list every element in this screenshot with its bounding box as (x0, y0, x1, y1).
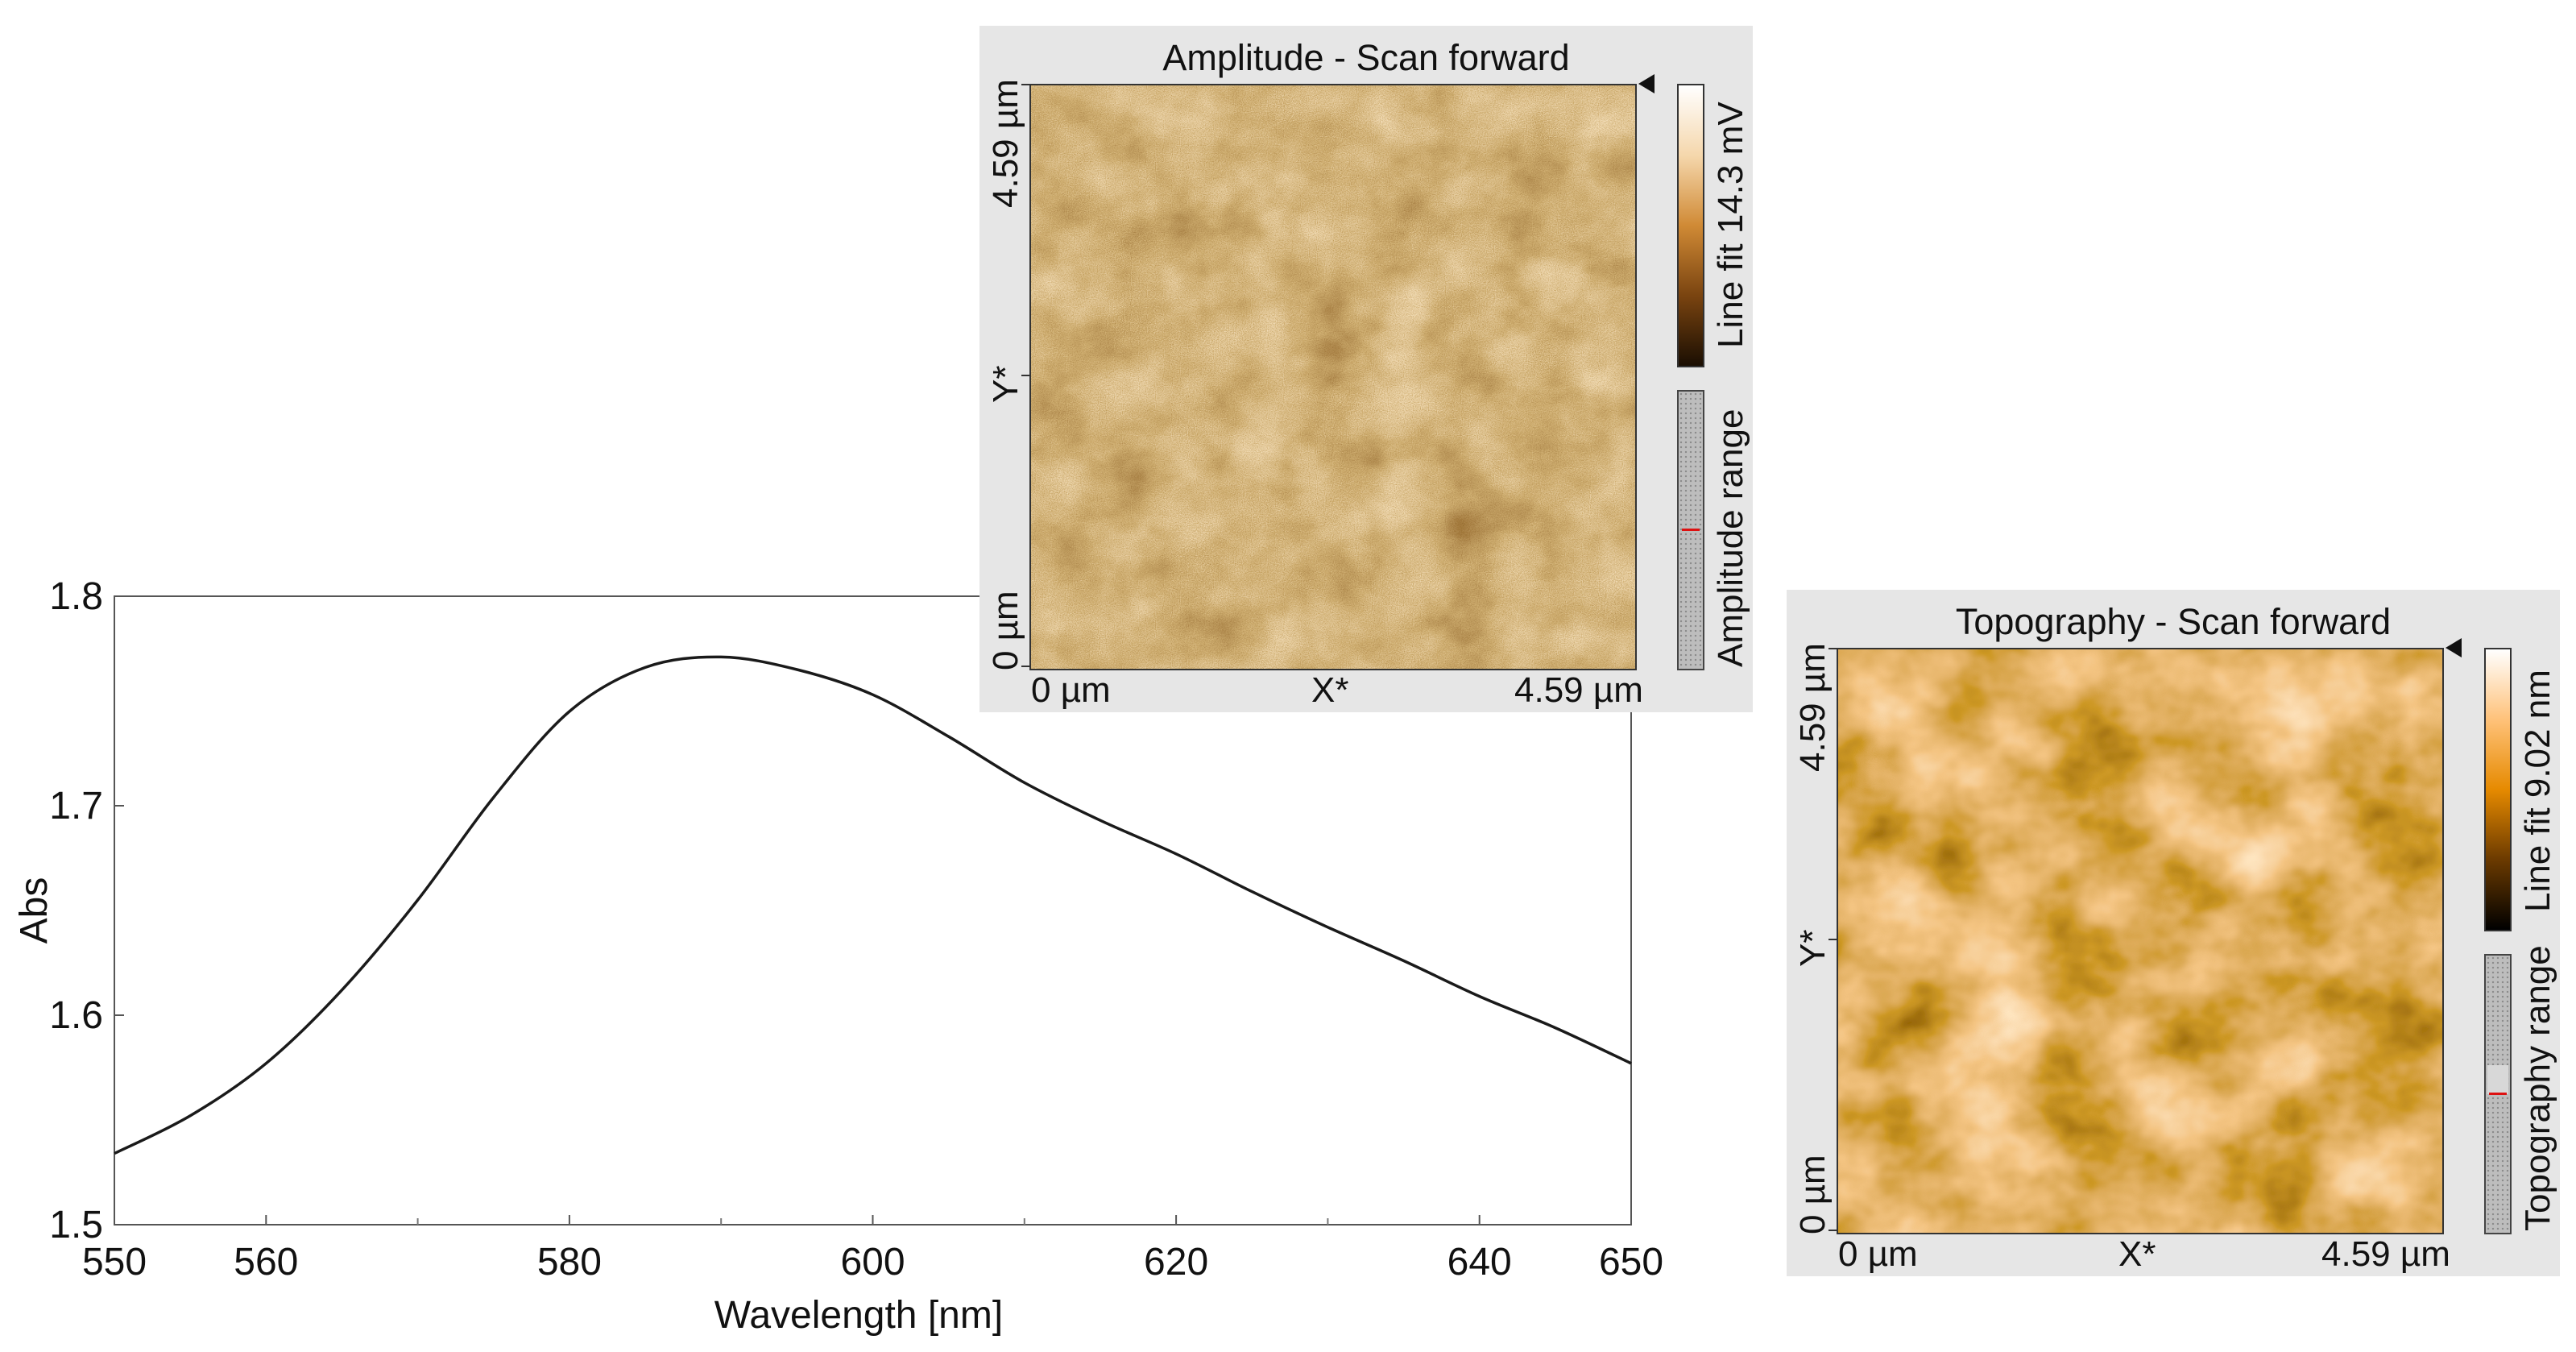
amplitude-panel: Amplitude - Scan forward Line fit 14.3 m… (979, 26, 1753, 712)
amplitude-range-bar[interactable] (1677, 390, 1704, 670)
amplitude-marker-icon (1638, 74, 1655, 93)
amplitude-x-end: 4.59 µm (1514, 670, 1643, 710)
y-axis-label: Abs (13, 877, 56, 944)
amplitude-y-start: 0 µm (986, 591, 1025, 670)
x-axis-label: Wavelength [nm] (714, 1294, 1003, 1337)
x-tick-label: 580 (537, 1241, 602, 1284)
y-tick-label: 1.5 (49, 1204, 103, 1246)
topography-image (1837, 648, 2444, 1234)
amplitude-panel-title: Amplitude - Scan forward (1162, 37, 1570, 78)
topography-y-tick (1828, 648, 1837, 649)
topography-y-tick (1828, 1230, 1837, 1231)
series-line-absorbance (114, 655, 1632, 1155)
topography-x-axis-label: X* (2118, 1234, 2156, 1274)
x-tick-label: 600 (840, 1241, 905, 1284)
topography-panel: Topography - Scan forward Line fit 9.02 … (1787, 590, 2560, 1276)
topography-panel-title: Topography - Scan forward (1955, 601, 2392, 642)
y-ticks: 1.5 1.6 1.7 1.8 (49, 575, 124, 1246)
topography-range-label: Topography range (2518, 945, 2557, 1231)
x-ticks: 550 560 580 600 620 640 650 (82, 1215, 1663, 1284)
amplitude-y-end: 4.59 µm (986, 79, 1025, 208)
amplitude-x-start: 0 µm (1031, 670, 1111, 710)
amplitude-colorbar (1677, 84, 1704, 367)
amplitude-range-label: Amplitude range (1711, 409, 1750, 667)
topography-range-marker (2489, 1093, 2507, 1095)
topography-range-window (2487, 1065, 2508, 1094)
amplitude-colorbar-label: Line fit 14.3 mV (1711, 102, 1750, 348)
topography-range-bar[interactable] (2484, 954, 2512, 1234)
topography-y-start: 0 µm (1793, 1155, 1833, 1234)
x-tick-label: 550 (82, 1241, 147, 1284)
amplitude-y-tick (1021, 666, 1029, 667)
topography-y-tick (1828, 939, 1837, 940)
amplitude-y-tick (1021, 84, 1029, 85)
x-tick-label: 620 (1144, 1241, 1208, 1284)
topography-marker-icon (2446, 638, 2462, 657)
x-tick-label: 560 (234, 1241, 298, 1284)
topography-colorbar (2484, 648, 2512, 931)
amplitude-x-axis-label: X* (1311, 670, 1349, 710)
topography-colorbar-label: Line fit 9.02 nm (2518, 670, 2557, 912)
y-tick-label: 1.8 (49, 575, 103, 618)
amplitude-y-axis-label: Y* (986, 365, 1025, 403)
x-tick-label: 640 (1447, 1241, 1512, 1284)
y-tick-label: 1.6 (49, 994, 103, 1037)
topography-x-end: 4.59 µm (2321, 1234, 2450, 1274)
amplitude-image (1029, 84, 1637, 670)
topography-x-start: 0 µm (1838, 1234, 1918, 1274)
topography-y-axis-label: Y* (1793, 929, 1833, 967)
x-tick-label: 650 (1599, 1241, 1663, 1284)
amplitude-y-tick (1021, 375, 1029, 376)
y-tick-label: 1.7 (49, 785, 103, 827)
topography-y-end: 4.59 µm (1793, 643, 1833, 772)
amplitude-range-marker (1682, 529, 1700, 531)
